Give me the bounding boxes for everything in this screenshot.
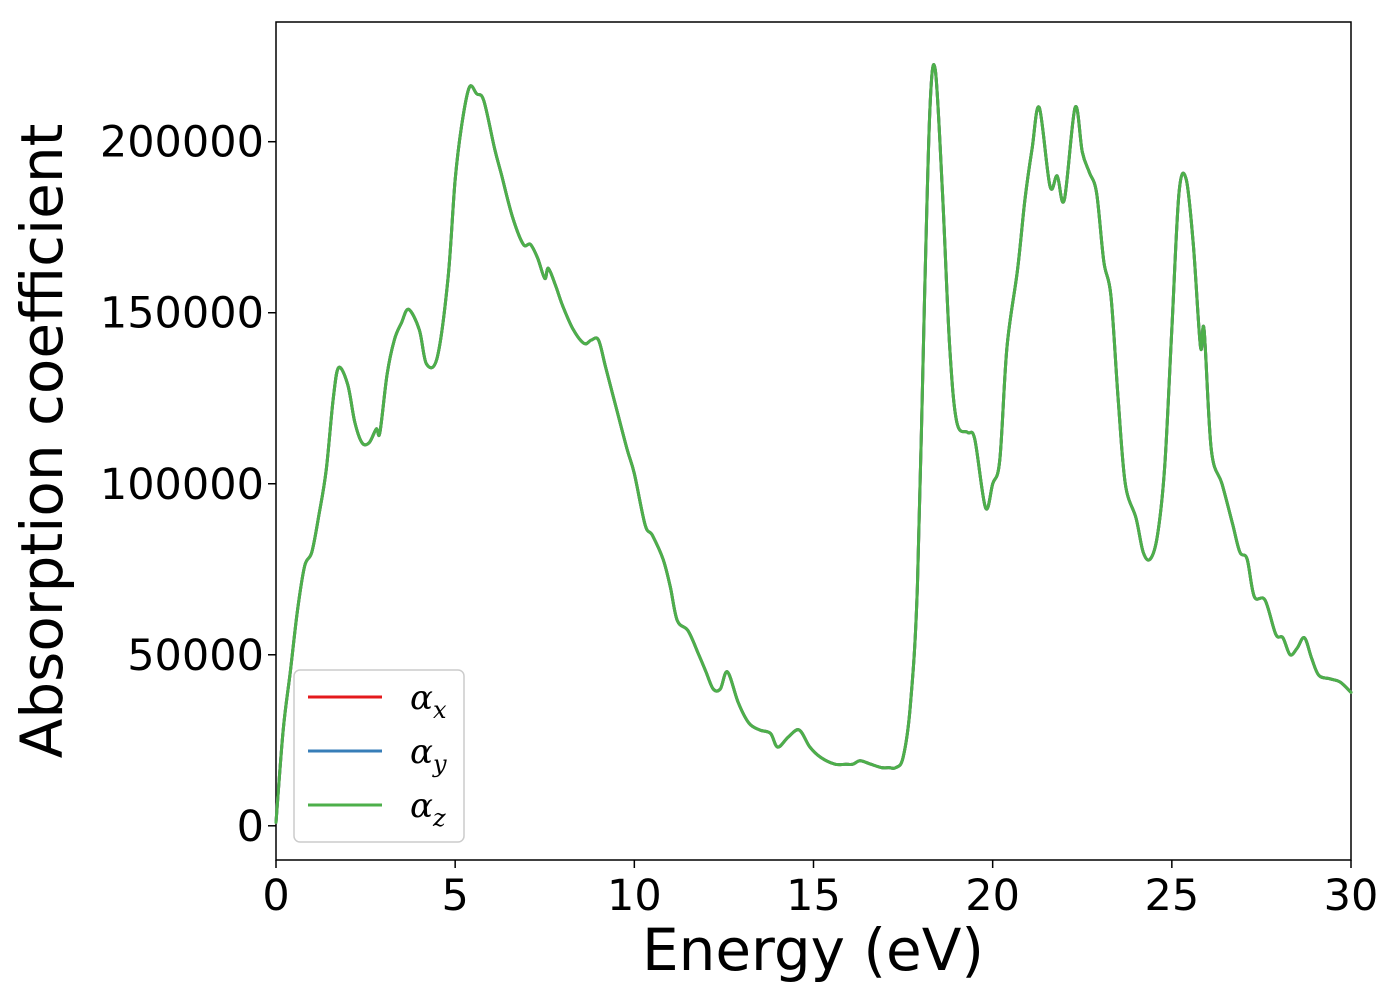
series-layer [274, 63, 1353, 824]
x-tick-label: 5 [441, 871, 468, 921]
legend-label-base: α [410, 732, 433, 772]
y-tick-label: 200000 [100, 118, 264, 168]
legend-label-subscript: z [432, 804, 446, 832]
legend-label-subscript: y [432, 750, 447, 778]
legend-label-3: αz [410, 786, 446, 832]
y-tick-label: 0 [237, 802, 264, 852]
legend-label-subscript: x [433, 696, 447, 724]
x-tick-label: 0 [262, 871, 289, 921]
series-line-3 [274, 63, 1353, 824]
legend-label-base: α [410, 678, 433, 718]
x-tick-label: 10 [607, 871, 662, 921]
x-tick-label: 15 [786, 871, 841, 921]
legend-label-2: αy [410, 732, 447, 778]
legend-label-1: αx [410, 678, 447, 724]
x-tick-label: 30 [1324, 871, 1379, 921]
y-tick-label: 50000 [127, 631, 264, 681]
x-tick-label: 20 [965, 871, 1020, 921]
y-tick-label: 100000 [100, 460, 264, 510]
x-axis-ticks: 0 5 10 15 20 25 30 [262, 860, 1378, 921]
y-tick-label: 150000 [100, 289, 264, 339]
x-axis-label: Energy (eV) [642, 916, 984, 984]
x-tick-label: 25 [1144, 871, 1199, 921]
y-axis-label: Absorption coefficient [8, 124, 76, 759]
y-axis-ticks: 0 50000 100000 150000 200000 [100, 118, 276, 852]
legend-label-base: α [410, 786, 433, 826]
legend-box [293, 669, 465, 843]
